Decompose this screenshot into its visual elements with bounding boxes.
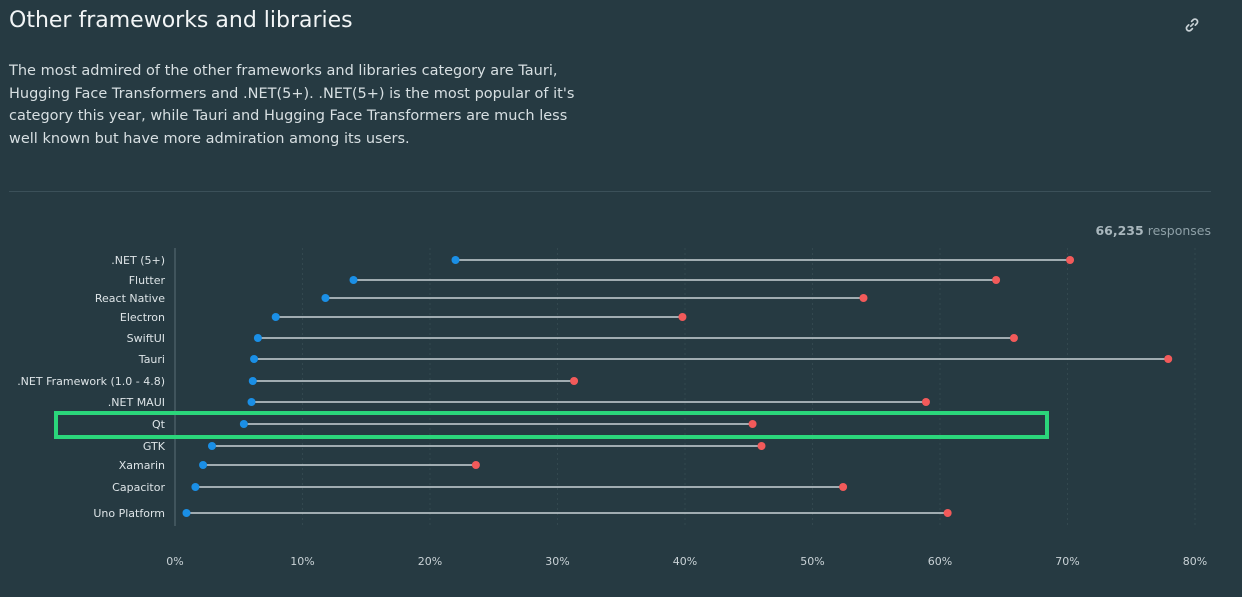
admired-point[interactable]: [471, 461, 480, 469]
admired-point[interactable]: [839, 483, 848, 491]
section-title: Other frameworks and libraries: [9, 8, 353, 33]
x-tick-label: 40%: [673, 555, 697, 568]
x-tick-label: 0%: [166, 555, 183, 568]
link-icon: [1185, 18, 1199, 32]
category-label: React Native: [95, 292, 165, 305]
desired-point[interactable]: [349, 276, 358, 284]
x-tick-label: 20%: [418, 555, 442, 568]
x-axis: 0% 10% 20% 30% 40% 50% 60% 70% 80%: [166, 555, 1207, 568]
category-label: .NET Framework (1.0 - 4.8): [17, 375, 165, 388]
desired-point[interactable]: [199, 461, 208, 469]
admired-point[interactable]: [757, 442, 766, 450]
category-label: .NET (5+): [111, 254, 165, 267]
x-tick-label: 30%: [545, 555, 569, 568]
admired-point[interactable]: [1066, 256, 1075, 264]
desired-point[interactable]: [239, 420, 248, 428]
desired-point[interactable]: [182, 509, 191, 517]
grid-lines: [174, 248, 1196, 526]
desired-point[interactable]: [191, 483, 200, 491]
desired-point[interactable]: [451, 256, 460, 264]
category-label: GTK: [143, 440, 166, 453]
admired-point[interactable]: [1164, 355, 1173, 363]
admired-point[interactable]: [992, 276, 1001, 284]
category-label: SwiftUI: [127, 332, 165, 345]
category-labels: .NET (5+) Flutter React Native Electron Swif…: [17, 254, 166, 520]
category-label: .NET MAUI: [108, 396, 165, 409]
desired-point[interactable]: [248, 377, 257, 385]
permalink-button[interactable]: [1181, 14, 1203, 36]
desired-point[interactable]: [207, 442, 216, 450]
admired-point[interactable]: [570, 377, 579, 385]
desired-point[interactable]: [253, 334, 262, 342]
admired-point[interactable]: [748, 420, 757, 428]
category-label: Electron: [120, 311, 165, 324]
dumbbell-series: [182, 256, 1173, 517]
category-label: Uno Platform: [93, 507, 165, 520]
responses-count: 66,235 responses: [1095, 223, 1211, 238]
section-description: The most admired of the other frameworks…: [9, 63, 575, 147]
desired-point[interactable]: [250, 355, 259, 363]
category-label: Qt: [152, 418, 166, 431]
desired-point[interactable]: [271, 313, 280, 321]
category-label: Xamarin: [119, 459, 165, 472]
x-tick-label: 80%: [1183, 555, 1207, 568]
x-tick-label: 50%: [800, 555, 824, 568]
desired-point[interactable]: [321, 294, 330, 302]
responses-label: responses: [1147, 223, 1211, 238]
admired-point[interactable]: [943, 509, 952, 517]
category-label: Capacitor: [112, 481, 165, 494]
highlight-qt-row: [54, 411, 1049, 439]
admired-point[interactable]: [1009, 334, 1018, 342]
responses-number: 66,235: [1095, 223, 1144, 238]
category-label: Flutter: [129, 274, 166, 287]
admired-point[interactable]: [859, 294, 868, 302]
admired-point[interactable]: [921, 398, 930, 406]
category-label: Tauri: [138, 353, 165, 366]
x-tick-label: 60%: [928, 555, 952, 568]
x-tick-label: 70%: [1055, 555, 1079, 568]
x-tick-label: 10%: [290, 555, 314, 568]
admired-point[interactable]: [678, 313, 687, 321]
section-divider: [9, 191, 1211, 192]
desired-point[interactable]: [247, 398, 256, 406]
